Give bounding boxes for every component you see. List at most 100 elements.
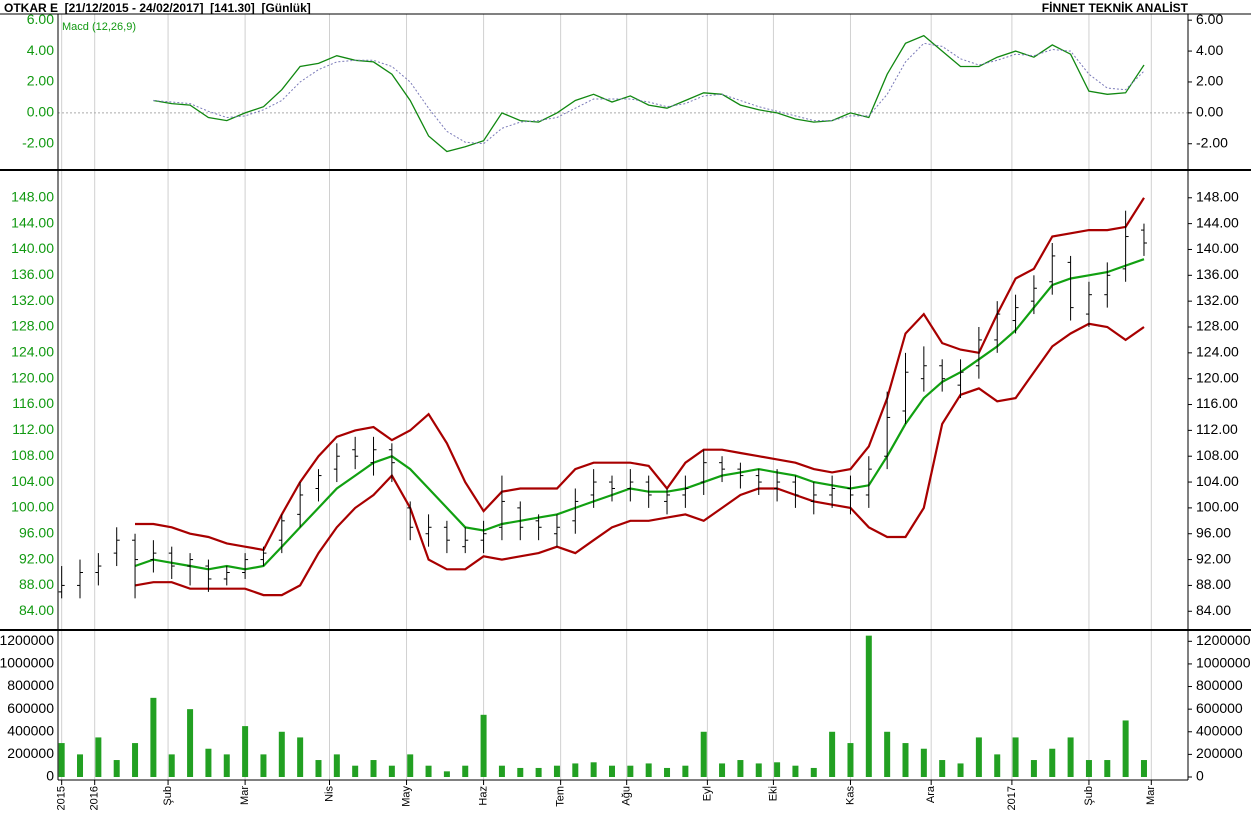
volume-bar xyxy=(315,760,322,777)
y-tick-label: 104.00 xyxy=(1196,473,1239,489)
volume-bar xyxy=(535,767,542,777)
volume-bar xyxy=(829,731,836,777)
y-tick-label: 200000 xyxy=(1196,745,1243,761)
x-tick-label: Eki xyxy=(767,786,779,801)
y-tick-label: -2.00 xyxy=(22,134,54,150)
volume-bar xyxy=(1140,760,1147,777)
y-tick-label: 0 xyxy=(1196,768,1204,784)
chart-header-source: FİNNET TEKNİK ANALİST xyxy=(1042,0,1189,15)
y-tick-label: 104.00 xyxy=(11,473,54,489)
chart-header-title: OTKAR E [21/12/2015 - 24/02/2017] [141.3… xyxy=(4,1,311,15)
volume-bar xyxy=(719,763,726,777)
volume-bar xyxy=(425,765,432,777)
y-tick-label: 128.00 xyxy=(11,318,54,334)
panel-title: Macd (12,26,9) xyxy=(62,21,136,33)
y-tick-label: 0.00 xyxy=(27,104,54,120)
volume-bar xyxy=(1104,760,1111,777)
y-tick-label: 84.00 xyxy=(19,602,54,618)
y-tick-label: 96.00 xyxy=(19,524,54,540)
macd-line xyxy=(153,34,1145,153)
y-tick-label: 400000 xyxy=(1196,722,1243,738)
y-tick-label: 88.00 xyxy=(19,576,54,592)
volume-bar xyxy=(95,737,102,777)
volume-bar xyxy=(132,743,139,777)
y-tick-label: 112.00 xyxy=(1196,421,1238,437)
y-tick-label: 148.00 xyxy=(1196,188,1239,204)
volume-bar xyxy=(77,754,84,777)
y-tick-label: 116.00 xyxy=(1196,395,1238,411)
y-tick-label: 600000 xyxy=(7,700,54,716)
y-tick-label: 112.00 xyxy=(12,421,54,437)
volume-bar xyxy=(847,743,854,777)
band-line xyxy=(134,322,1145,597)
volume-bar xyxy=(1030,760,1037,777)
y-tick-label: 1200000 xyxy=(0,632,54,648)
volume-bar xyxy=(975,737,982,777)
y-tick-label: 1200000 xyxy=(1196,632,1251,648)
volume-bar xyxy=(205,748,212,777)
y-tick-label: 1000000 xyxy=(0,655,54,671)
x-tick-label: Haz xyxy=(477,786,489,806)
y-tick-label: 1000000 xyxy=(1196,655,1251,671)
y-tick-label: 2.00 xyxy=(27,73,54,89)
volume-bar xyxy=(1067,737,1074,777)
y-tick-label: 108.00 xyxy=(1196,447,1239,463)
y-tick-label: 800000 xyxy=(7,677,54,693)
volume-bar xyxy=(223,754,230,777)
y-tick-label: 124.00 xyxy=(11,344,54,360)
y-tick-label: 128.00 xyxy=(1196,318,1239,334)
volume-bar xyxy=(480,714,487,777)
y-tick-label: 140.00 xyxy=(1196,240,1239,256)
volume-bar xyxy=(517,767,524,777)
y-tick-label: 4.00 xyxy=(1196,42,1223,58)
volume-bar xyxy=(792,765,799,777)
macd-line xyxy=(153,42,1145,145)
volume-bar xyxy=(902,743,909,777)
volume-bar xyxy=(407,754,414,777)
x-tick-label: Kas xyxy=(844,786,856,805)
volume-bar xyxy=(498,765,505,777)
x-tick-label: Mar xyxy=(1145,786,1157,805)
volume-bar xyxy=(278,731,285,777)
y-tick-label: 140.00 xyxy=(11,240,54,256)
volume-bar xyxy=(352,765,359,777)
y-tick-label: 6.00 xyxy=(1196,11,1223,27)
volume-bar xyxy=(187,709,194,777)
x-tick-label: Tem xyxy=(555,786,567,807)
volume-bar xyxy=(1049,748,1056,777)
y-tick-label: 96.00 xyxy=(1196,524,1231,540)
x-tick-label: May xyxy=(400,786,412,807)
x-tick-label: Mar xyxy=(239,786,251,805)
y-tick-label: 84.00 xyxy=(1196,602,1231,618)
y-tick-label: 120.00 xyxy=(1196,369,1239,385)
y-tick-label: 120.00 xyxy=(11,369,54,385)
y-tick-label: 92.00 xyxy=(1196,550,1231,566)
volume-bar xyxy=(608,765,615,777)
volume-bar xyxy=(810,767,817,777)
volume-bar xyxy=(627,765,634,777)
volume-bar xyxy=(939,760,946,777)
y-tick-label: 2.00 xyxy=(1196,73,1223,89)
y-tick-label: 92.00 xyxy=(19,550,54,566)
volume-bar xyxy=(443,771,450,777)
volume-bar xyxy=(682,765,689,777)
y-tick-label: 4.00 xyxy=(27,42,54,58)
y-tick-label: 116.00 xyxy=(12,395,54,411)
volume-bar xyxy=(920,748,927,777)
volume-bar xyxy=(700,731,707,777)
volume-bar xyxy=(462,765,469,777)
y-tick-label: -2.00 xyxy=(1196,134,1228,150)
volume-bar xyxy=(150,697,157,777)
y-tick-label: 132.00 xyxy=(11,292,54,308)
x-tick-label: 2017 xyxy=(1006,786,1018,810)
y-tick-label: 200000 xyxy=(7,745,54,761)
x-tick-label: Eyl xyxy=(701,786,713,801)
volume-bar xyxy=(242,726,249,777)
band-line xyxy=(134,258,1145,571)
y-tick-label: 600000 xyxy=(1196,700,1243,716)
y-tick-label: 400000 xyxy=(7,722,54,738)
x-tick-label: 2016 xyxy=(89,786,101,810)
y-tick-label: 136.00 xyxy=(1196,266,1239,282)
y-tick-label: 132.00 xyxy=(1196,292,1239,308)
